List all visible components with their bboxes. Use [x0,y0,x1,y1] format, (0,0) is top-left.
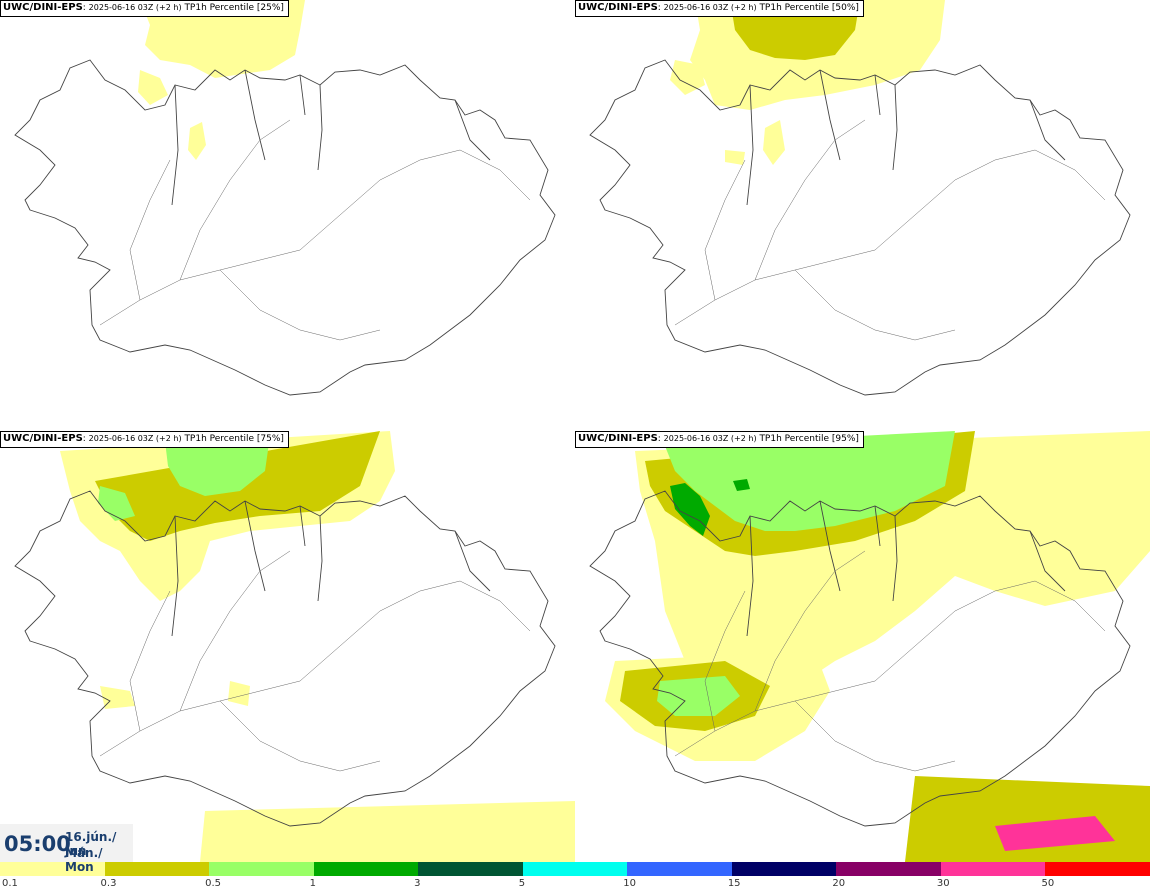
legend-swatch [836,862,941,876]
legend-label: 50 [1041,878,1055,889]
legend-swatch [418,862,523,876]
coastline [14,59,556,396]
panel-model: UWC/DINI-EPS [3,433,83,444]
coastline [14,490,556,827]
valid-date-line2: Mán./ Mon [65,846,103,874]
panel-date: 2025-06-16 03Z (+2 h) [663,434,757,443]
panel-model: UWC/DINI-EPS [3,2,83,13]
panel-label: TP1h Percentile [50%] [759,3,859,13]
map-panel-p75: UWC/DINI-EPS: 2025-06-16 03Z (+2 h) TP1h… [0,431,575,862]
map-p75 [14,431,575,862]
panel-title-p25: UWC/DINI-EPS: 2025-06-16 03Z (+2 h) TP1h… [0,0,289,17]
color-legend: 0.1 0.3 0.5 1 3 5 10 15 20 30 50 [0,862,1150,891]
legend-label: 5 [518,878,526,889]
precip-fields [605,431,1150,862]
precip-fields [670,0,945,165]
map-p50 [589,0,1131,396]
legend-label: 3 [414,878,421,889]
coastline [589,490,1131,827]
legend-label: 0.3 [100,878,117,889]
legend-label: 1 [309,878,316,889]
legend-label: 10 [623,878,636,889]
legend-label: 20 [832,878,846,889]
legend-label: 0.1 [2,878,18,889]
panel-label: TP1h Percentile [75%] [184,434,284,444]
legend-swatch [940,862,1046,876]
panel-title-p95: UWC/DINI-EPS: 2025-06-16 03Z (+2 h) TP1h… [575,431,864,448]
road-network [674,550,1106,772]
coastline [589,59,1131,396]
map-panel-p50: UWC/DINI-EPS: 2025-06-16 03Z (+2 h) TP1h… [575,0,1150,431]
legend-label: 0.5 [205,878,221,889]
map-panel-p95: UWC/DINI-EPS: 2025-06-16 03Z (+2 h) TP1h… [575,431,1150,862]
legend-swatch [313,862,419,876]
panel-label: TP1h Percentile [95%] [759,434,859,444]
panel-title-p50: UWC/DINI-EPS: 2025-06-16 03Z (+2 h) TP1h… [575,0,864,17]
legend-swatch [522,862,628,876]
map-p25 [14,0,556,396]
legend-swatch [209,862,314,876]
road-network [99,550,531,772]
road-network [674,119,1106,341]
map-panel-p25: UWC/DINI-EPS: 2025-06-16 03Z (+2 h) TP1h… [0,0,575,431]
precip-fields [60,431,575,862]
panel-date: 2025-06-16 03Z (+2 h) [663,3,757,12]
map-p95 [589,431,1150,862]
legend-label: 30 [936,878,950,889]
legend-swatch [1045,862,1150,876]
panel-model: UWC/DINI-EPS [578,433,658,444]
precip-fields [138,0,305,160]
valid-time-box: 05:00 16.jún./ Jun Mán./ Mon [0,824,133,874]
legend-swatch [104,862,210,876]
panel-model: UWC/DINI-EPS [578,2,658,13]
road-network [99,119,531,341]
valid-time: 05:00 [4,832,71,856]
legend-swatch [731,862,837,876]
legend-swatch [627,862,732,876]
panel-date: 2025-06-16 03Z (+2 h) [88,434,182,443]
panel-title-p75: UWC/DINI-EPS: 2025-06-16 03Z (+2 h) TP1h… [0,431,289,448]
legend-swatch [0,862,105,876]
panel-date: 2025-06-16 03Z (+2 h) [88,3,182,12]
panel-label: TP1h Percentile [25%] [184,3,284,13]
legend-bar [0,862,1150,876]
valid-date-line1: 16.jún./ Jun [65,830,117,858]
legend-label: 15 [727,878,741,889]
